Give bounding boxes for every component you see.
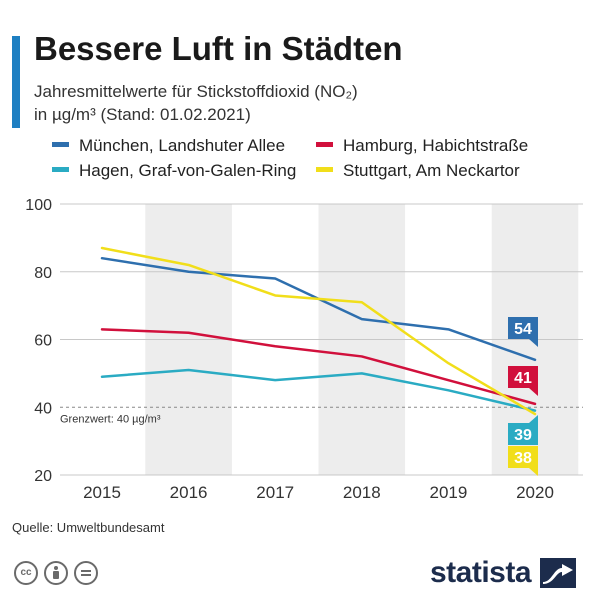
legend-item-hamburg: Hamburg, Habichtstraße <box>316 136 528 156</box>
legend-item-hagen: Hagen, Graf-von-Galen-Ring <box>52 161 296 181</box>
badge-box-hagen <box>508 423 538 445</box>
x-tick-label: 2017 <box>256 483 294 502</box>
end-value-badge-hagen: 39 <box>508 415 538 445</box>
license-icons: cc <box>14 561 104 587</box>
badge-pointer-muenchen <box>529 339 538 347</box>
legend-label-muenchen: München, Landshuter Allee <box>79 136 286 155</box>
series-line-hamburg <box>100 328 537 406</box>
y-tick-label: 60 <box>34 333 52 350</box>
legend-label-hamburg: Hamburg, Habichtstraße <box>343 136 529 155</box>
series-line-hagen <box>100 368 537 412</box>
legend-label-hagen: Hagen, Graf-von-Galen-Ring <box>79 161 297 180</box>
x-tick-label: 2020 <box>516 483 554 502</box>
chart-subtitle: Jahresmittelwerte für Stickstoffdioxid (… <box>34 80 358 126</box>
x-tick-label: 2015 <box>83 483 121 502</box>
source-note: Quelle: Umweltbundesamt <box>12 520 165 535</box>
badge-box-hamburg <box>508 366 538 388</box>
no-derivatives-icon <box>74 561 98 585</box>
badge-box-muenchen <box>508 317 538 339</box>
statista-logo: statista <box>430 556 576 590</box>
y-tick-label: 20 <box>34 468 52 485</box>
chart-title: Bessere Luft in Städten <box>34 30 403 67</box>
legend-item-muenchen: München, Landshuter Allee <box>52 136 285 156</box>
badge-pointer-stuttgart <box>529 468 538 476</box>
badge-pointer-hamburg <box>529 388 538 396</box>
subtitle-line-2: in µg/m³ (Stand: 01.02.2021) <box>34 105 251 124</box>
legend-swatch-muenchen <box>52 142 69 148</box>
legend-swatch-hagen <box>52 167 69 173</box>
legend-label-stuttgart: Stuttgart, Am Neckartor <box>343 161 520 180</box>
reference-line-label: Grenzwert: 40 µg/m³ <box>60 413 161 425</box>
legend-swatch-hamburg <box>316 142 333 148</box>
legend-item-stuttgart: Stuttgart, Am Neckartor <box>316 161 520 181</box>
x-tick-label: 2016 <box>170 483 208 502</box>
series-line-stuttgart <box>100 246 537 416</box>
x-tick-label: 2019 <box>429 483 467 502</box>
y-tick-label: 40 <box>34 400 52 417</box>
badge-value-stuttgart: 38 <box>514 450 532 467</box>
badge-pointer-hagen <box>529 415 538 423</box>
end-value-badge-muenchen: 54 <box>508 317 538 347</box>
y-tick-label: 80 <box>34 265 52 282</box>
statista-logo-icon <box>539 558 576 588</box>
y-tick-label: 100 <box>25 197 52 214</box>
legend-swatch-stuttgart <box>316 167 333 173</box>
end-value-badge-stuttgart: 38 <box>508 446 538 476</box>
badge-value-hamburg: 41 <box>514 370 532 387</box>
attribution-icon <box>44 561 68 585</box>
badge-value-muenchen: 54 <box>514 321 532 338</box>
x-tick-label: 2018 <box>343 483 381 502</box>
brand-name: statista <box>430 556 532 589</box>
line-chart: 20 40 60 80 100 Grenzwert: 40 µg/m³ 2015 2016 20… <box>25 197 583 502</box>
cc-icon: cc <box>14 561 38 585</box>
badge-box-stuttgart <box>508 446 538 468</box>
title-accent-bar <box>12 36 20 128</box>
badge-value-hagen: 39 <box>514 427 532 444</box>
end-value-badge-hamburg: 41 <box>508 366 538 396</box>
subtitle-line-1: Jahresmittelwerte für Stickstoffdioxid (… <box>34 82 358 101</box>
